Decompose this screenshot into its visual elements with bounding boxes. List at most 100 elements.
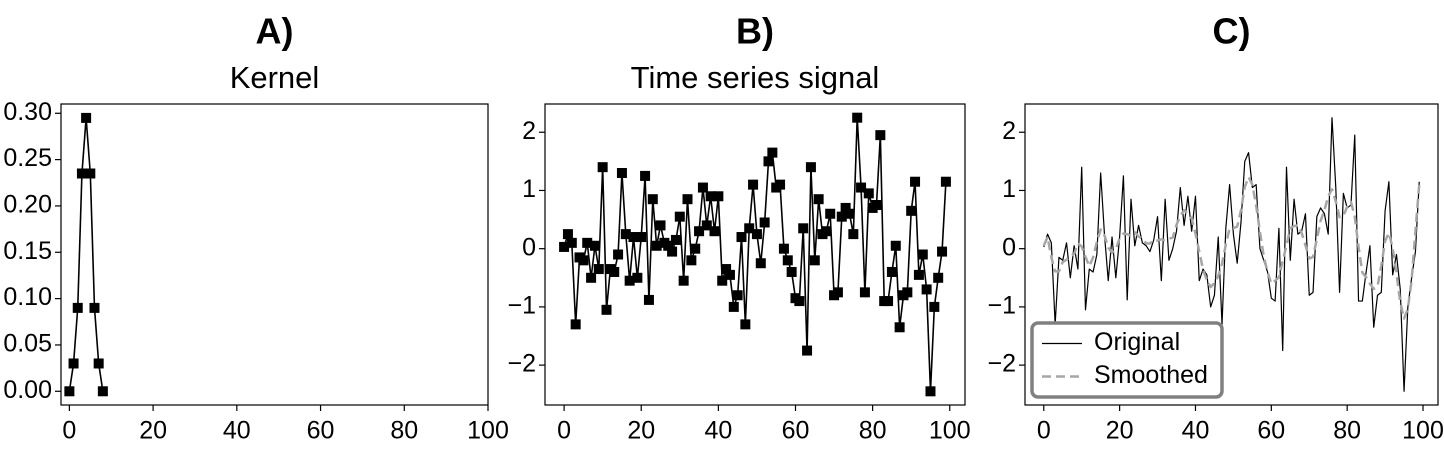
marker [778,243,789,254]
y-tick-label: −2 [987,350,1016,378]
marker [759,217,770,228]
marker [886,266,897,277]
axes-frame [60,103,489,406]
marker [64,386,75,397]
marker [906,205,917,216]
marker [794,296,805,307]
y-tick-label: −1 [507,292,536,320]
marker [559,241,570,252]
y-tick-label: 1 [522,175,536,203]
marker [821,226,832,237]
marker [613,249,624,260]
x-tick-label: 0 [62,417,76,445]
x-tick-label: 80 [1333,417,1361,445]
marker [68,358,79,369]
marker [744,223,755,234]
marker [686,255,697,266]
y-tick-label: 2 [1002,117,1016,145]
x-tick-label: 100 [1402,417,1444,445]
marker [940,176,951,187]
y-tick-label: 0 [522,233,536,261]
marker [871,200,882,211]
line [1042,175,1421,320]
marker [562,229,573,240]
marker [767,147,778,158]
x-tick-label: 100 [929,417,971,445]
marker [601,304,612,315]
x-tick-label: 20 [627,417,655,445]
marker [85,168,96,179]
x-tick-label: 0 [557,417,571,445]
marker [740,319,751,330]
marker [844,208,855,219]
marker [717,275,728,286]
y-tick-label: 1 [1002,175,1016,203]
marker [732,290,743,301]
marker [589,240,600,251]
marker [667,246,678,257]
marker [859,287,870,298]
marker [636,232,647,243]
marker [640,170,651,181]
marker [582,237,593,248]
y-tick-label: 2 [522,117,536,145]
y-tick-label: −1 [987,292,1016,320]
marker [755,258,766,269]
x-tick-label: 60 [782,417,810,445]
y-tick-label: 0.05 [3,330,52,358]
marker [913,269,924,280]
legend-label: Original [1094,328,1180,356]
x-tick-label: 80 [859,417,887,445]
marker [586,272,597,283]
line [563,116,947,393]
marker [925,386,936,397]
marker [72,302,83,313]
marker [670,234,681,245]
marker [578,255,589,266]
marker [701,220,712,231]
marker [570,319,581,330]
marker [678,275,689,286]
marker [624,275,635,286]
y-tick-label: 0.30 [3,98,52,126]
marker [883,296,894,307]
x-tick-label: 20 [139,417,167,445]
marker [81,112,92,123]
x-tick-label: 40 [223,417,251,445]
marker [863,188,874,199]
marker [97,386,108,397]
marker [782,255,793,266]
marker [825,208,836,219]
marker [933,272,944,283]
marker [566,237,577,248]
marker [798,223,809,234]
marker [917,249,928,260]
marker [856,182,867,193]
marker [697,182,708,193]
panel-label: B) [736,11,774,52]
marker [721,264,732,275]
line [68,117,104,392]
marker [663,240,674,251]
marker [76,168,87,179]
marker [786,266,797,277]
y-tick-label: 0.10 [3,283,52,311]
marker [651,240,662,251]
marker [690,243,701,254]
marker [89,302,100,313]
x-tick-label: 0 [1037,417,1051,445]
x-tick-label: 100 [467,417,509,445]
marker [682,194,693,205]
line [1043,117,1420,392]
y-tick-label: 0 [1002,233,1016,261]
x-tick-label: 40 [704,417,732,445]
marker [894,322,905,333]
marker [736,232,747,243]
marker [713,191,724,202]
panel-label: C) [1213,11,1251,52]
marker [836,211,847,222]
marker [910,176,921,187]
x-tick-label: 20 [1106,417,1134,445]
marker [832,287,843,298]
